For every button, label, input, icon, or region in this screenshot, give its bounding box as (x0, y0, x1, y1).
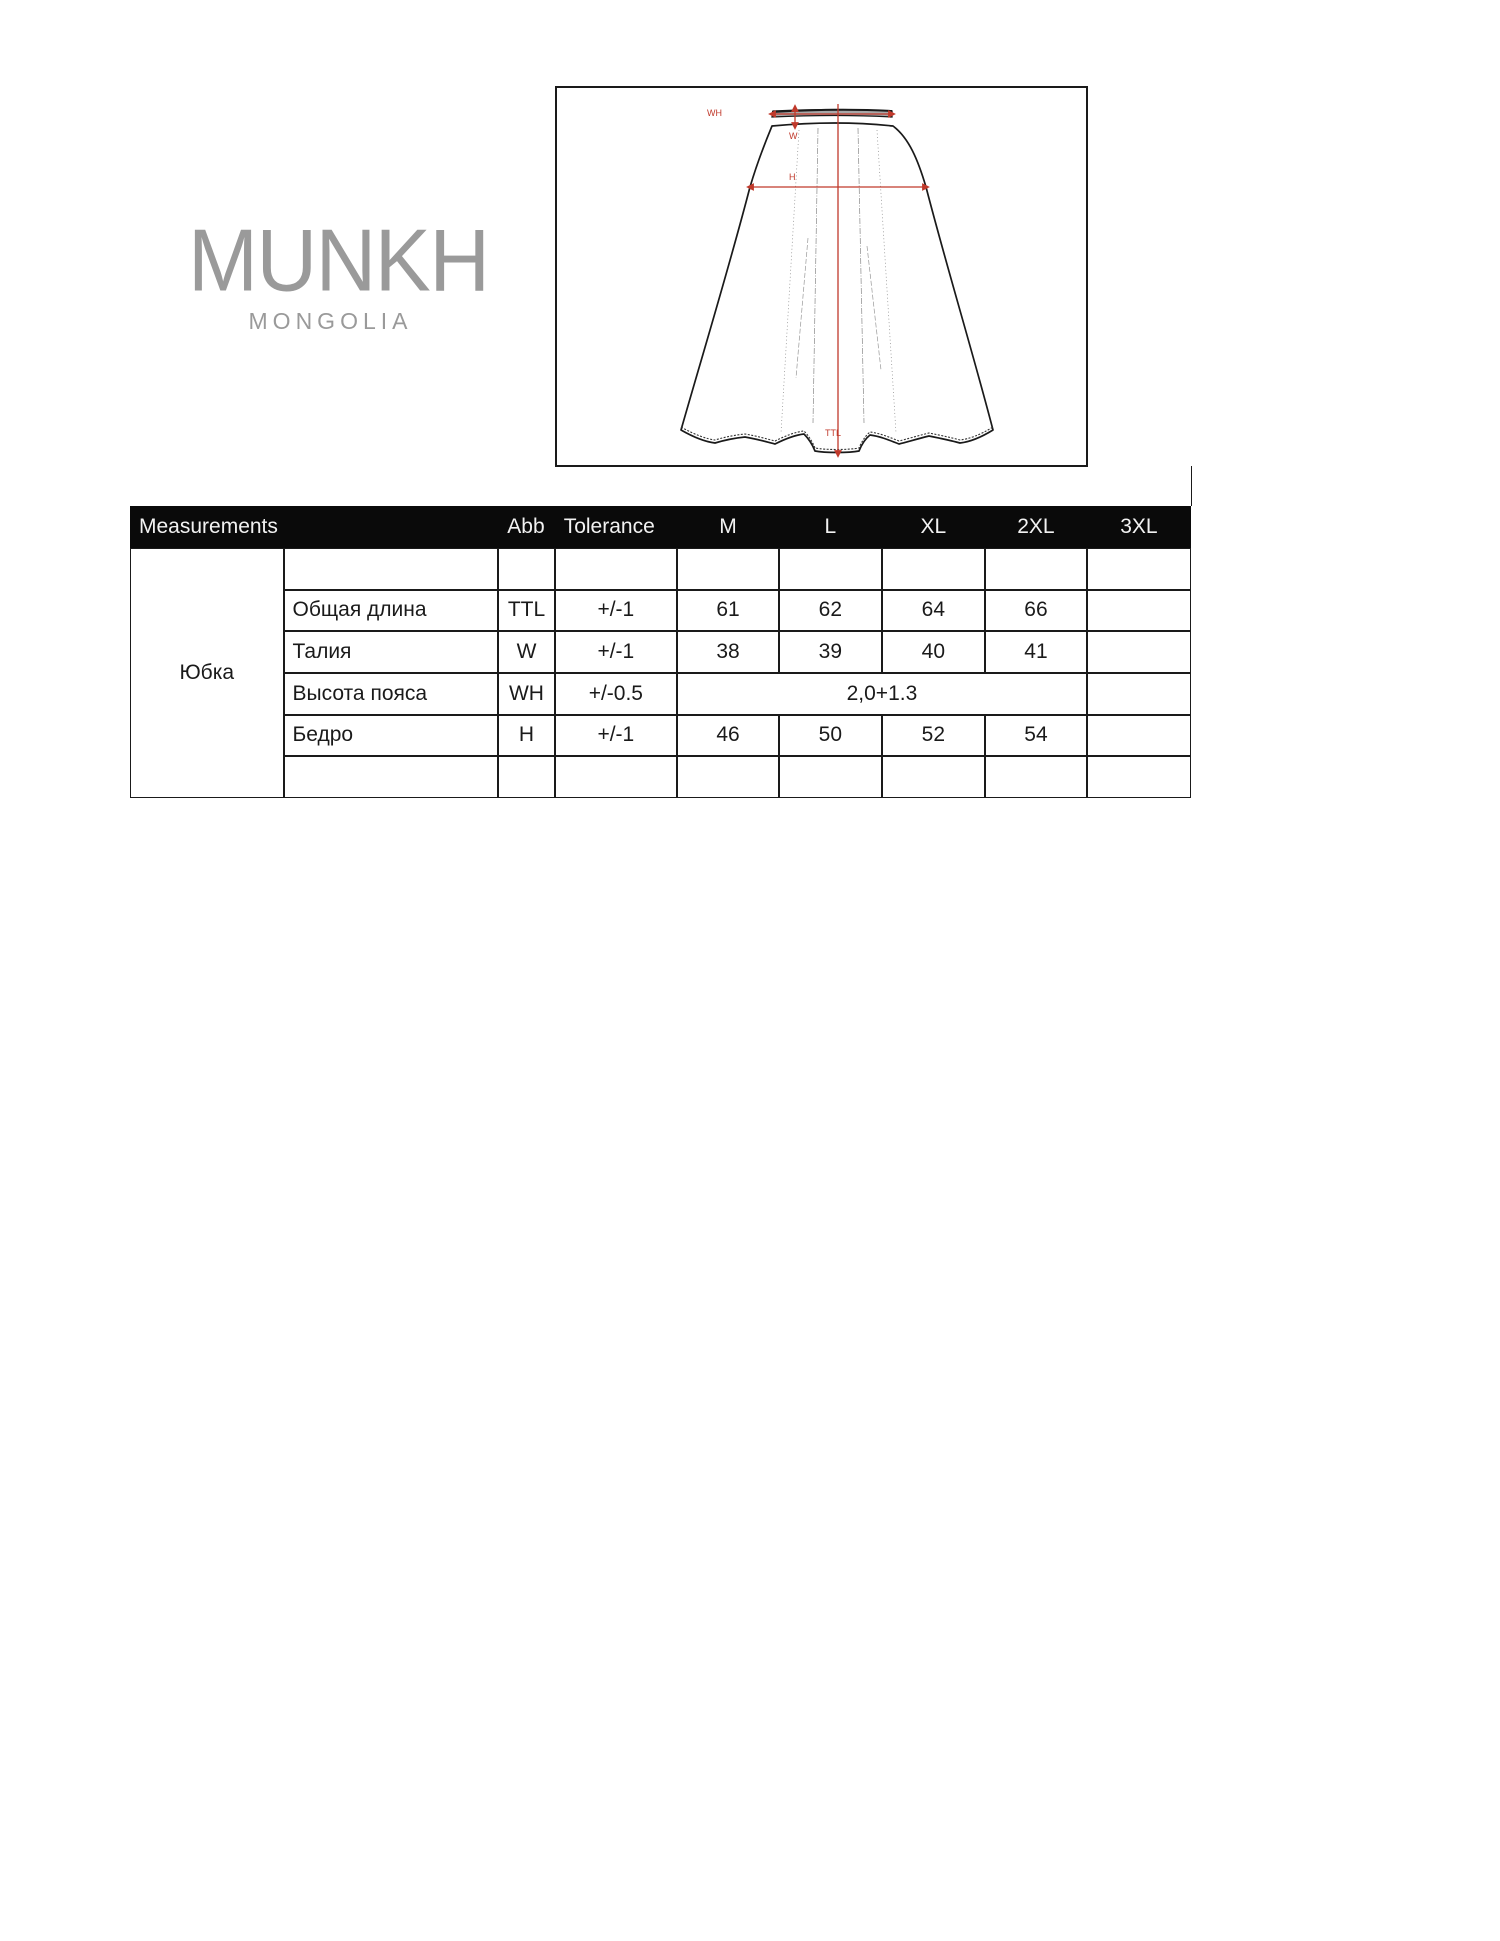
svg-text:H: H (789, 172, 796, 182)
svg-text:W: W (789, 131, 798, 141)
svg-text:WH: WH (707, 108, 722, 118)
svg-text:TTL: TTL (825, 428, 841, 438)
